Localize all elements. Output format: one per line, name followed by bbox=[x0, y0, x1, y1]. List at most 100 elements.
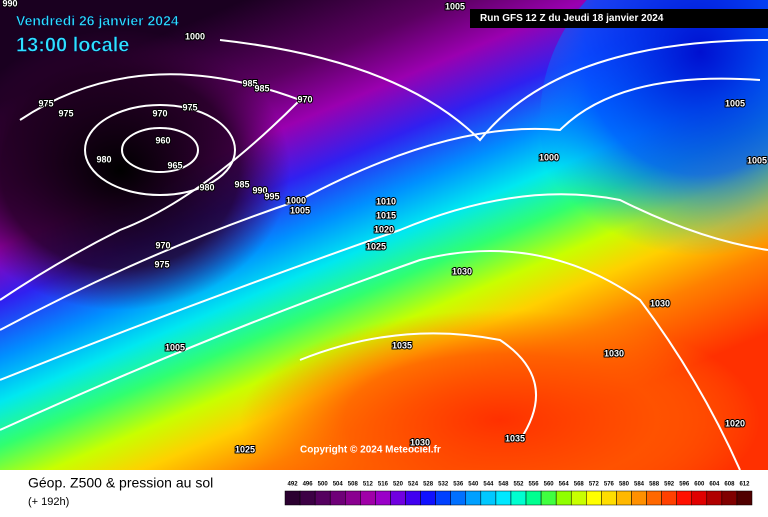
colorbar-label: 492 bbox=[288, 482, 299, 488]
isobar-label: 1020 bbox=[374, 224, 394, 234]
colorbar-swatch bbox=[360, 490, 376, 506]
colorbar-swatch bbox=[465, 490, 482, 506]
colorbar-label: 548 bbox=[498, 482, 509, 488]
colorbar-label: 552 bbox=[513, 482, 524, 488]
colorbar-swatch bbox=[676, 490, 692, 506]
colorbar-label: 576 bbox=[604, 482, 615, 488]
colorbar-label: 524 bbox=[408, 482, 419, 488]
colorbar-label: 536 bbox=[453, 482, 464, 488]
colorbar-label: 528 bbox=[423, 482, 434, 488]
colorbar-swatch bbox=[616, 490, 632, 506]
isobar-label: 1030 bbox=[604, 348, 624, 358]
colorbar-label: 608 bbox=[724, 482, 735, 488]
isobar-label: 1035 bbox=[392, 340, 412, 350]
isobar-label: 985 bbox=[234, 179, 249, 189]
isobar-label: 975 bbox=[58, 108, 73, 118]
colorbar-swatch bbox=[405, 490, 421, 506]
colorbar-label: 496 bbox=[303, 482, 314, 488]
isobar-label: 970 bbox=[297, 94, 312, 104]
colorbar-swatch bbox=[450, 490, 467, 506]
copyright: Copyright © 2024 Meteociel.fr bbox=[300, 445, 441, 456]
colorbar-swatch bbox=[631, 490, 647, 506]
colorbar-label: 612 bbox=[739, 482, 750, 488]
isobar-label: 1020 bbox=[725, 418, 745, 428]
isobar-label: 980 bbox=[199, 182, 214, 192]
colorbar-swatch bbox=[706, 490, 723, 506]
isobar-label: 985 bbox=[254, 83, 269, 93]
isobar-label: 990 bbox=[252, 185, 267, 195]
isobar-label: 1005 bbox=[725, 98, 745, 108]
isobar-label: 960 bbox=[155, 135, 170, 145]
isobar-label: 1000 bbox=[539, 152, 559, 162]
isobar-label: 975 bbox=[38, 98, 53, 108]
colorbar-swatch bbox=[480, 490, 497, 506]
colorbar-label: 532 bbox=[438, 482, 449, 488]
colorbar-swatch bbox=[721, 490, 738, 506]
colorbar-swatch bbox=[435, 490, 451, 506]
isobar-label: 965 bbox=[167, 160, 182, 170]
ridge bbox=[240, 310, 760, 517]
isobar-label: 1000 bbox=[286, 195, 306, 205]
isobar-label: 1000 bbox=[185, 31, 205, 41]
colorbar-swatch bbox=[375, 490, 391, 506]
isobar-label: 980 bbox=[96, 154, 111, 164]
colorbar-label: 584 bbox=[634, 482, 645, 488]
isobar-label: 1005 bbox=[165, 342, 185, 352]
colorbar-label: 500 bbox=[318, 482, 329, 488]
isobar-label: 1015 bbox=[376, 210, 396, 220]
colorbar-swatch bbox=[586, 490, 602, 506]
colorbar-label: 508 bbox=[348, 482, 359, 488]
colorbar-swatch bbox=[646, 490, 662, 506]
colorbar-swatch bbox=[661, 490, 677, 506]
footer-title: Géop. Z500 & pression au sol bbox=[28, 475, 213, 491]
colorbar-swatch bbox=[329, 490, 346, 506]
footer-lead: (+ 192h) bbox=[28, 496, 69, 508]
colorbar-swatch bbox=[299, 490, 316, 506]
colorbar-swatch bbox=[420, 490, 436, 506]
run-banner bbox=[470, 9, 768, 28]
isobar-label: 970 bbox=[152, 108, 167, 118]
colorbar-label: 520 bbox=[393, 482, 404, 488]
colorbar-swatch bbox=[314, 490, 331, 506]
colorbar-swatch bbox=[525, 490, 542, 506]
colorbar-label: 544 bbox=[483, 482, 494, 488]
run-label: Run GFS 12 Z du Jeudi 18 janvier 2024 bbox=[480, 13, 664, 24]
isobar-label: 1025 bbox=[235, 444, 255, 454]
colorbar-swatch bbox=[555, 490, 572, 506]
isobars-lines bbox=[0, 39, 768, 471]
colorbar-label: 564 bbox=[559, 482, 570, 488]
colorbar-label: 588 bbox=[649, 482, 660, 488]
colorbar-label: 572 bbox=[589, 482, 600, 488]
colorbar-label: 560 bbox=[544, 482, 555, 488]
colorbar-label: 604 bbox=[709, 482, 720, 488]
colorbar-label: 504 bbox=[333, 482, 344, 488]
isobar-label: 1005 bbox=[290, 205, 310, 215]
isobar-label: 1030 bbox=[452, 266, 472, 276]
isobar-label: 975 bbox=[154, 259, 169, 269]
colorbar-swatch bbox=[601, 490, 617, 506]
isobar-label: 970 bbox=[155, 240, 170, 250]
isobar-label: 1010 bbox=[376, 196, 396, 206]
trough bbox=[540, 0, 768, 290]
colorbar-label: 568 bbox=[574, 482, 585, 488]
colorbar-swatch bbox=[736, 490, 753, 506]
colorbar-swatch bbox=[510, 490, 527, 506]
colorbar-label: 516 bbox=[378, 482, 389, 488]
date-label: Vendredi 26 janvier 2024 bbox=[16, 13, 179, 29]
isobar-label: 1005 bbox=[445, 1, 465, 11]
time-label: 13:00 locale bbox=[16, 34, 129, 56]
colorbar-swatch bbox=[390, 490, 406, 506]
colorbar-label: 592 bbox=[664, 482, 675, 488]
colorbar-label: 596 bbox=[679, 482, 690, 488]
isobar-label: 990 bbox=[2, 0, 17, 8]
colorbar-swatch bbox=[691, 490, 708, 506]
colorbar-label: 540 bbox=[468, 482, 479, 488]
colorbar-swatch bbox=[570, 490, 587, 506]
colorbar-swatch bbox=[540, 490, 557, 506]
isobar-label: 1030 bbox=[650, 298, 670, 308]
isobar-label: 995 bbox=[264, 191, 279, 201]
colorbar-label: 512 bbox=[363, 482, 374, 488]
colorbar-label: 556 bbox=[529, 482, 540, 488]
colorbar-swatch bbox=[345, 490, 361, 506]
